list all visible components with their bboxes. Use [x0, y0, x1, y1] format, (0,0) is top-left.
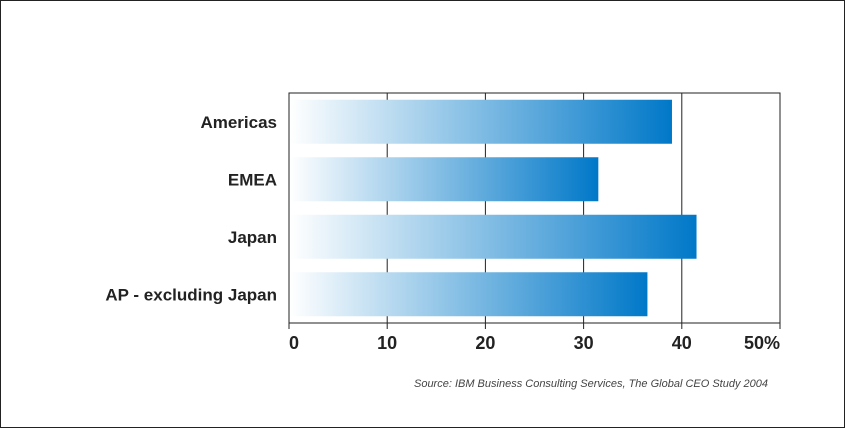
bars	[290, 99, 697, 317]
bar	[290, 272, 648, 317]
category-labels: Americas EMEA Japan AP - excluding Japan	[105, 113, 277, 305]
category-label: AP - excluding Japan	[105, 285, 277, 304]
bar	[290, 214, 697, 259]
source-note: Source: IBM Business Consulting Services…	[414, 378, 768, 390]
x-tick-label: 10	[377, 333, 397, 353]
bar	[290, 157, 599, 202]
x-tick-label: 30	[574, 333, 594, 353]
x-tick-label: 20	[475, 333, 495, 353]
bar	[290, 99, 672, 144]
x-tick-labels: 0 10 20 30 40 50%	[289, 333, 780, 353]
x-tick-label: 50%	[744, 333, 780, 353]
category-label: Americas	[200, 113, 277, 132]
x-tick-label: 0	[289, 333, 299, 353]
category-label: Japan	[228, 228, 277, 247]
x-tick-label: 40	[672, 333, 692, 353]
category-label: EMEA	[228, 170, 277, 189]
